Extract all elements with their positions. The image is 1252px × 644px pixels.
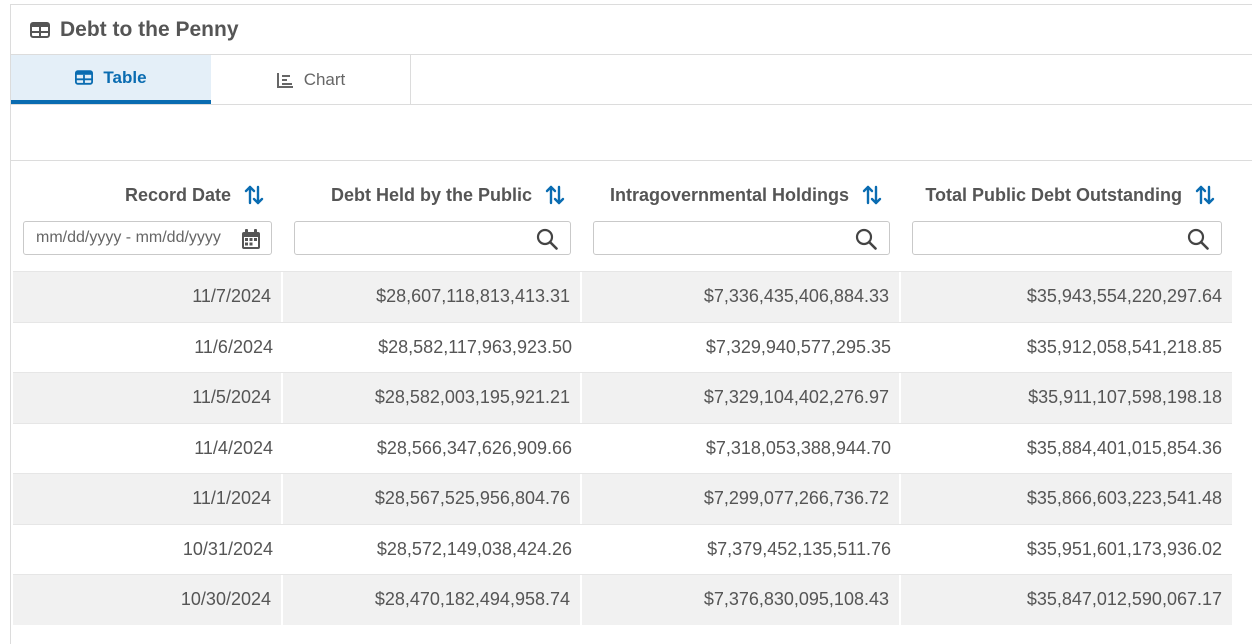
tab-label: Chart: [303, 69, 346, 89]
cell-record-date: 11/7/2024: [13, 272, 283, 322]
dataset-panel: Debt to the Penny Table: [10, 4, 1252, 644]
search-icon[interactable]: [536, 228, 558, 250]
debt-held-search-input[interactable]: [295, 222, 570, 254]
search-icon[interactable]: [855, 228, 877, 250]
cell-record-date: 11/1/2024: [13, 474, 283, 524]
sort-icon[interactable]: [861, 184, 883, 206]
data-table: Record Date Debt Held by the Public: [11, 160, 1252, 644]
cell-debt-held-by-public: $28,607,118,813,413.31: [283, 272, 582, 322]
cell-total-public-debt: $35,911,107,598,198.18: [1028, 387, 1222, 408]
table-row: 11/1/2024 $28,567,525,956,804.76 $7,299,…: [13, 473, 1232, 524]
intragovernmental-search-filter: [593, 221, 890, 255]
column-header-record-date[interactable]: Record Date: [11, 183, 265, 207]
cell-intragovernmental-holdings: $7,379,452,135,511.76: [707, 538, 891, 559]
cell-total-public-debt: $35,943,554,220,297.64: [1026, 286, 1222, 307]
cell-record-date: 11/5/2024: [13, 373, 283, 423]
table-row: 10/31/2024 $28,572,149,038,424.26 $7,379…: [13, 523, 1232, 575]
cell-total-public-debt: $35,884,401,015,854.36: [1026, 437, 1222, 458]
column-header-total-public-debt[interactable]: Total Public Debt Outstanding: [899, 183, 1216, 207]
cell-intragovernmental-holdings: $7,318,053,388,944.70: [705, 437, 891, 458]
table-icon: [30, 21, 50, 38]
search-icon[interactable]: [1187, 228, 1209, 250]
sort-icon[interactable]: [1194, 184, 1216, 206]
column-header-label: Record Date: [124, 184, 231, 205]
cell-total-public-debt: $35,866,603,223,541.48: [1026, 488, 1222, 509]
cell-record-date: 10/30/2024: [13, 575, 283, 625]
cell-intragovernmental-holdings: $7,329,104,402,276.97: [582, 373, 901, 423]
cell-debt-held-by-public: $28,470,182,494,958.74: [283, 575, 582, 625]
cell-debt-held-by-public: $28,582,003,195,921.21: [283, 373, 582, 423]
chart-icon: [276, 72, 294, 88]
column-header-label: Total Public Debt Outstanding: [925, 184, 1182, 205]
table-row: 11/6/2024 $28,582,117,963,923.50 $7,329,…: [13, 321, 1232, 373]
panel-header: Debt to the Penny: [11, 5, 1252, 55]
calendar-icon[interactable]: [241, 228, 263, 250]
cell-debt-held-by-public: $28,572,149,038,424.26: [376, 538, 572, 559]
cell-intragovernmental-holdings: $7,299,077,266,736.72: [582, 474, 901, 524]
cell-record-date: 11/6/2024: [194, 336, 273, 357]
cell-total-public-debt: $35,912,058,541,218.85: [1026, 336, 1222, 357]
view-tabs: Table Chart: [11, 55, 1252, 105]
table-row: 11/4/2024 $28,566,347,626,909.66 $7,318,…: [13, 422, 1232, 474]
cell-intragovernmental-holdings: $7,336,435,406,884.33: [582, 272, 901, 322]
column-header-label: Intragovernmental Holdings: [609, 184, 849, 205]
sort-icon[interactable]: [544, 184, 566, 206]
cell-total-public-debt: $35,951,601,173,936.02: [1026, 538, 1222, 559]
cell-debt-held-by-public: $28,582,117,963,923.50: [378, 336, 572, 357]
cell-debt-held-by-public: $28,567,525,956,804.76: [283, 474, 582, 524]
tab-table[interactable]: Table: [11, 55, 211, 104]
cell-record-date: 11/4/2024: [194, 437, 273, 458]
table-body: 11/7/2024 $28,607,118,813,413.31 $7,336,…: [13, 271, 1232, 625]
debt-held-search-filter: [294, 221, 571, 255]
cell-intragovernmental-holdings: $7,376,830,095,108.43: [582, 575, 901, 625]
page-title: Debt to the Penny: [60, 17, 239, 41]
column-header-label: Debt Held by the Public: [330, 184, 532, 205]
cell-debt-held-by-public: $28,566,347,626,909.66: [376, 437, 572, 458]
column-header-intragovernmental-holdings[interactable]: Intragovernmental Holdings: [580, 183, 883, 207]
sort-icon[interactable]: [243, 184, 265, 206]
table-row: 10/30/2024 $28,470,182,494,958.74 $7,376…: [13, 574, 1232, 625]
tab-label: Table: [103, 67, 147, 87]
cell-total-public-debt: $35,847,012,590,067.17: [1026, 589, 1222, 610]
date-range-filter: [23, 221, 272, 255]
column-header-debt-held-by-public[interactable]: Debt Held by the Public: [281, 183, 566, 207]
table-row: 11/5/2024 $28,582,003,195,921.21 $7,329,…: [13, 372, 1232, 423]
table-icon: [75, 70, 94, 85]
total-debt-search-input[interactable]: [913, 222, 1221, 254]
tab-chart[interactable]: Chart: [211, 55, 411, 104]
intragovernmental-search-input[interactable]: [594, 222, 889, 254]
table-row: 11/7/2024 $28,607,118,813,413.31 $7,336,…: [13, 271, 1232, 322]
date-range-input[interactable]: [24, 222, 271, 254]
total-debt-search-filter: [912, 221, 1222, 255]
cell-intragovernmental-holdings: $7,329,940,577,295.35: [705, 336, 891, 357]
cell-record-date: 10/31/2024: [182, 538, 273, 559]
